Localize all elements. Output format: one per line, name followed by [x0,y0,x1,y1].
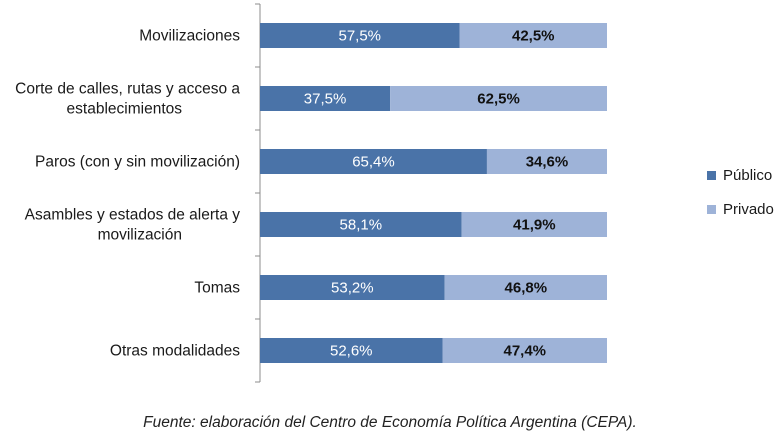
bar-privado [444,275,607,300]
data-label-publico: 37,5% [304,91,347,108]
data-label-privado: 41,9% [513,217,556,234]
bar-publico [260,338,443,363]
legend-item-publico: Público [707,164,774,186]
source-note: Fuente: elaboración del Centro de Econom… [143,414,637,431]
data-label-privado: 46,8% [505,280,548,297]
data-label-privado: 62,5% [477,91,520,108]
bar-privado [486,149,607,174]
legend-label-privado: Privado [723,200,774,218]
bar-publico [260,149,487,174]
legend: Público Privado [707,164,774,232]
category-label: Movilizaciones [139,28,240,45]
bar-privado [442,338,607,363]
legend-label-publico: Público [723,166,773,184]
legend-swatch-privado [707,204,716,214]
bar-privado [390,86,607,111]
data-label-publico: 57,5% [338,28,381,45]
category-label: Tomas [194,280,240,297]
category-label: Otras modalidades [110,343,240,360]
bar-publico [260,23,460,48]
data-label-publico: 53,2% [331,280,374,297]
data-label-privado: 42,5% [512,28,555,45]
bar-publico [260,86,391,111]
data-label-privado: 47,4% [503,343,546,360]
category-label: Paros (con y sin movilización) [35,154,240,171]
bar-privado [459,23,607,48]
data-label-privado: 34,6% [526,154,569,171]
stacked-bar-chart: 57,5% 42,5% Movilizaciones 37,5% 62,5% Corte … [15,3,607,383]
legend-swatch-publico [707,170,716,180]
bar-publico [260,212,462,237]
legend-item-privado: Privado [707,198,774,220]
bar-publico [260,275,445,300]
data-label-publico: 65,4% [352,154,395,171]
bar-privado [461,212,607,237]
category-label: Asambles y estados de alerta y movilizaci… [25,207,241,244]
data-label-publico: 58,1% [340,217,383,234]
data-label-publico: 52,6% [330,343,373,360]
category-label: Corte de calles, rutas y acceso a estable… [15,81,240,118]
